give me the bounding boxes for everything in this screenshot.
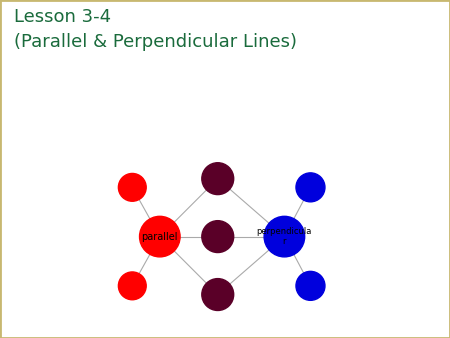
Circle shape xyxy=(202,279,234,311)
Text: parallel: parallel xyxy=(142,232,178,242)
Circle shape xyxy=(140,216,180,257)
Circle shape xyxy=(264,216,305,257)
Text: perpendicula
r: perpendicula r xyxy=(256,227,312,246)
Circle shape xyxy=(202,221,234,252)
Circle shape xyxy=(296,271,325,300)
Circle shape xyxy=(296,173,325,202)
Circle shape xyxy=(118,272,146,300)
Text: Lesson 3-4
(Parallel & Perpendicular Lines): Lesson 3-4 (Parallel & Perpendicular Lin… xyxy=(14,8,297,51)
Circle shape xyxy=(202,163,234,195)
Circle shape xyxy=(118,173,146,201)
